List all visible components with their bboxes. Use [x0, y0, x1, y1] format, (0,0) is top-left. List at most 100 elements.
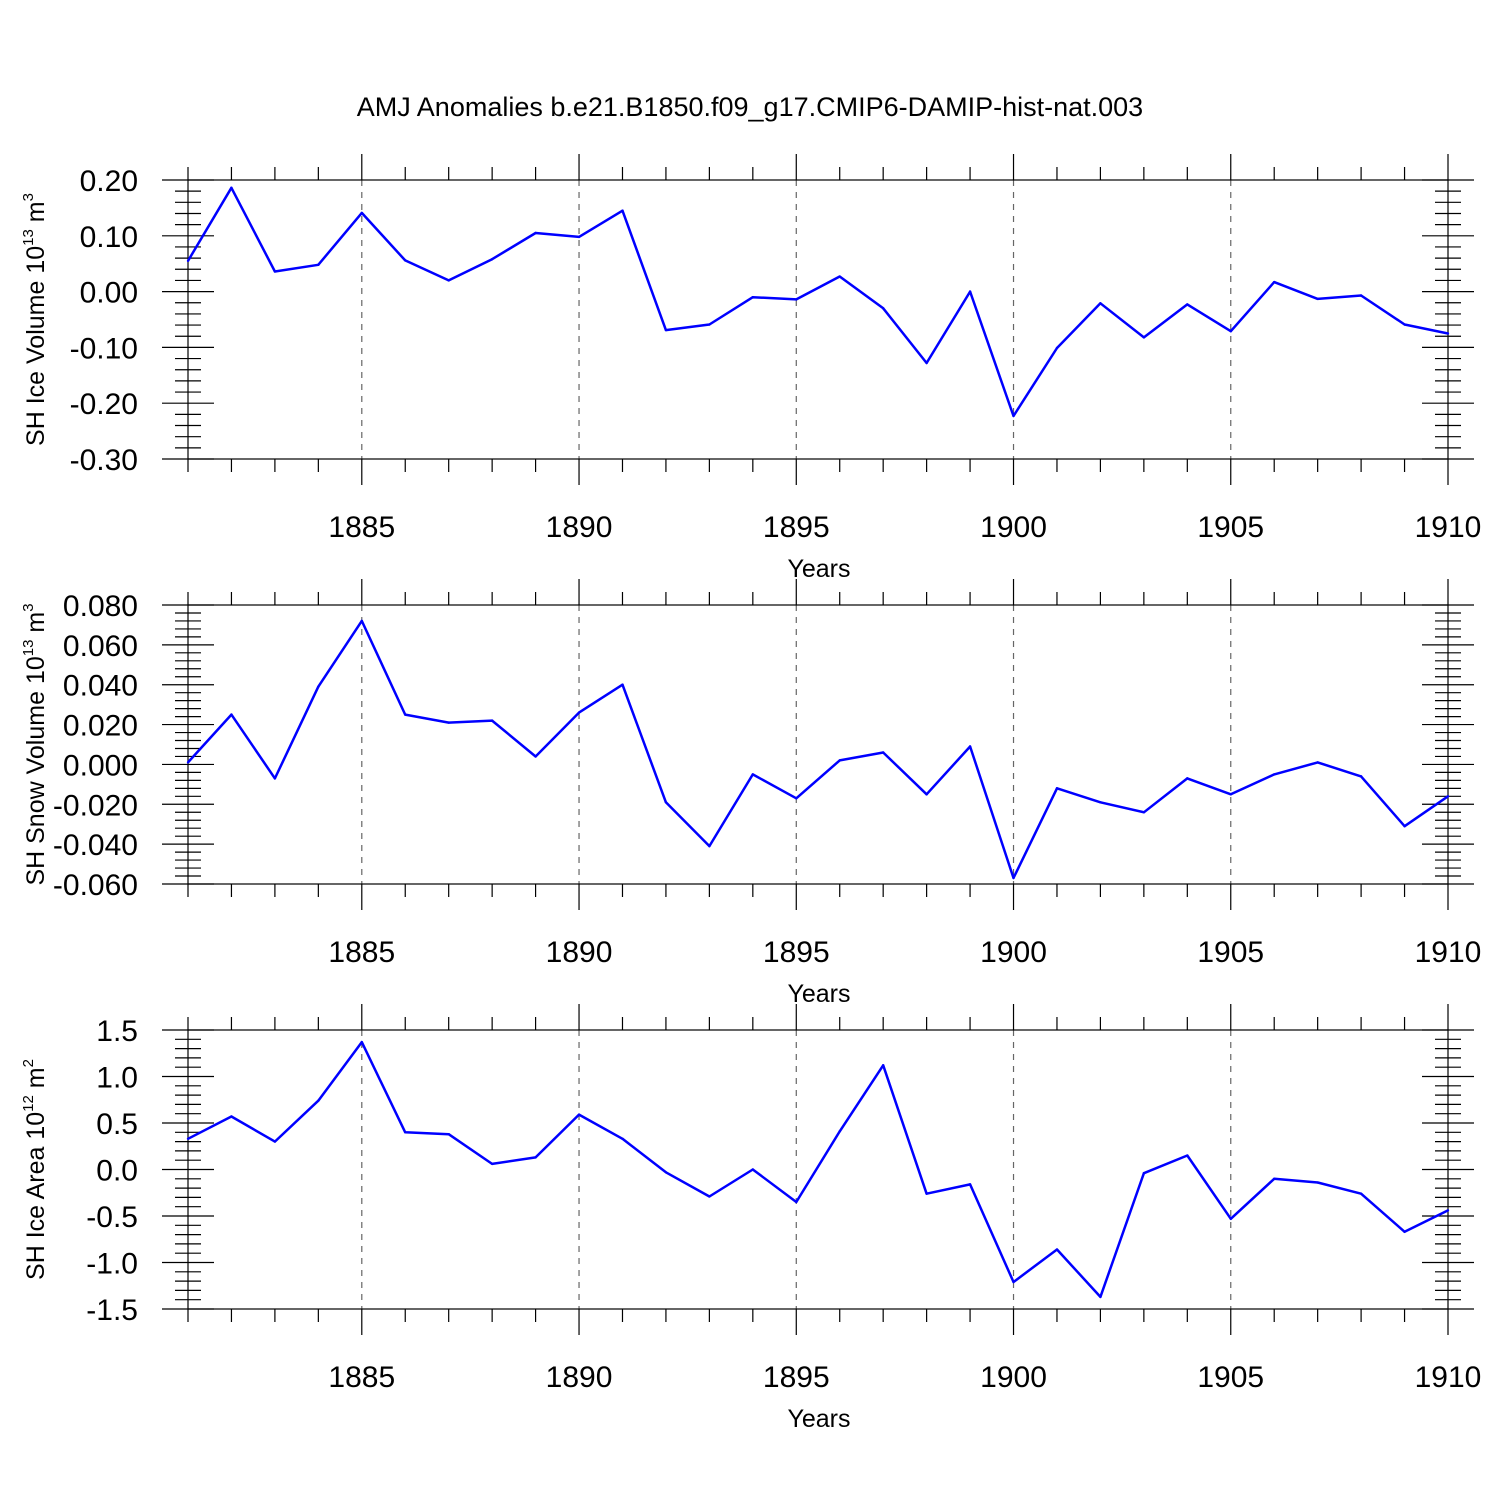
- data-point: [925, 793, 928, 796]
- panel-1: 1885 1890 1895 1900 1905 1910 Years 0.20 0.10 0.0…: [20, 154, 1481, 583]
- data-point: [534, 231, 537, 235]
- y-tick-label: 0.080: [63, 590, 138, 623]
- data-point: [968, 745, 972, 748]
- data-point: [577, 235, 581, 239]
- data-point: [1273, 280, 1276, 284]
- data-point: [621, 209, 624, 212]
- data-point: [968, 1183, 972, 1186]
- data-point: [1359, 1192, 1363, 1195]
- data-point: [273, 1140, 277, 1143]
- data-point: [838, 1130, 841, 1133]
- data-point: [708, 844, 711, 848]
- y-tick-label: -0.5: [86, 1201, 138, 1234]
- x-axis-title: Years: [787, 980, 850, 1008]
- y-axis-title: SH Ice Area 1012 m2: [20, 1059, 50, 1280]
- x-tick-label: 1885: [328, 936, 395, 969]
- x-axis-title: Years: [787, 555, 850, 583]
- chart-title: AMJ Anomalies b.e21.B1850.f09_g17.CMIP6-…: [357, 92, 1143, 122]
- data-point: [751, 1168, 755, 1171]
- x-tick-label: 1900: [980, 936, 1047, 969]
- data-point: [186, 1137, 190, 1141]
- data-point: [881, 307, 885, 310]
- data-point: [1316, 1181, 1319, 1184]
- plot-frame: [187, 604, 1449, 885]
- y-tick-label: 1.0: [96, 1062, 138, 1095]
- data-point: [1012, 876, 1015, 880]
- x-tick-label: 1910: [1415, 1361, 1482, 1394]
- data-point: [534, 1156, 537, 1159]
- data-point: [1403, 323, 1406, 326]
- data-point: [1403, 825, 1406, 828]
- data-point: [534, 755, 537, 758]
- data-point: [404, 259, 407, 262]
- y-tick-label: -0.30: [70, 444, 138, 477]
- panel-2: 1885 1890 1895 1900 1905 1910 Years 0.080 0.060 0…: [20, 579, 1481, 1008]
- x-tick-label: 1890: [546, 511, 613, 544]
- data-point: [708, 1195, 711, 1198]
- data-point: [925, 361, 928, 365]
- y-tick-label: 0.00: [80, 277, 138, 310]
- data-point: [1055, 346, 1059, 350]
- data-point: [360, 211, 363, 215]
- y-tick-label: 0.040: [63, 670, 138, 703]
- y-tick-label: 0.000: [63, 749, 138, 782]
- y-tick-label: -0.060: [53, 869, 138, 902]
- data-point: [838, 759, 841, 762]
- y-tick-label: -0.10: [70, 332, 138, 365]
- data-point: [1099, 302, 1102, 305]
- data-point: [1055, 787, 1059, 790]
- data-point: [273, 777, 277, 780]
- x-tick-label: 1910: [1415, 511, 1482, 544]
- plot-frame: [187, 179, 1449, 460]
- data-point: [621, 1137, 624, 1141]
- series-line: [186, 186, 1449, 418]
- data-point: [1316, 761, 1319, 764]
- data-point: [447, 279, 450, 282]
- data-point: [230, 1115, 233, 1118]
- x-tick-label: 1905: [1197, 1361, 1264, 1394]
- x-tick-label: 1900: [980, 511, 1047, 544]
- data-point: [230, 713, 233, 716]
- data-point: [1142, 336, 1146, 339]
- data-point: [664, 328, 668, 332]
- y-axis-title: SH Snow Volume 1013 m3: [20, 603, 50, 885]
- x-tick-label: 1885: [328, 511, 395, 544]
- data-point: [1229, 1217, 1232, 1220]
- x-tick-label: 1885: [328, 1361, 395, 1394]
- data-point: [1359, 775, 1363, 778]
- data-point: [664, 801, 668, 804]
- data-point: [751, 773, 755, 776]
- data-point: [1446, 1209, 1450, 1212]
- x-tick-label: 1910: [1415, 936, 1482, 969]
- data-point: [664, 1171, 668, 1174]
- x-tick-label: 1895: [763, 936, 830, 969]
- data-point: [273, 270, 277, 273]
- x-axis-title: Years: [787, 1405, 850, 1433]
- data-point: [708, 323, 711, 326]
- x-tick-label: 1890: [546, 1361, 613, 1394]
- y-tick-label: -0.040: [53, 829, 138, 862]
- y-tick-label: -1.5: [86, 1294, 138, 1327]
- data-point: [1359, 294, 1363, 297]
- data-point: [1316, 297, 1319, 301]
- data-point: [577, 1113, 581, 1116]
- panel-3: 1885 1890 1895 1900 1905 1910 Years 1.5 1.0 0.5 0.…: [20, 1004, 1481, 1433]
- y-tick-label: -0.020: [53, 789, 138, 822]
- series-line: [187, 1040, 1449, 1299]
- data-point: [1012, 414, 1015, 418]
- y-tick-label: 0.5: [96, 1108, 138, 1141]
- data-point: [447, 721, 450, 724]
- y-tick-label: 0.020: [63, 710, 138, 743]
- data-point: [838, 275, 841, 278]
- data-point: [795, 797, 798, 800]
- data-point: [1186, 1154, 1189, 1157]
- x-tick-label: 1900: [980, 1361, 1047, 1394]
- data-point: [186, 761, 190, 764]
- data-point: [925, 1192, 928, 1195]
- y-tick-label: -0.20: [70, 388, 138, 421]
- data-point: [360, 619, 363, 623]
- data-point: [1012, 1280, 1015, 1284]
- data-point: [490, 1162, 494, 1166]
- data-point: [490, 719, 494, 722]
